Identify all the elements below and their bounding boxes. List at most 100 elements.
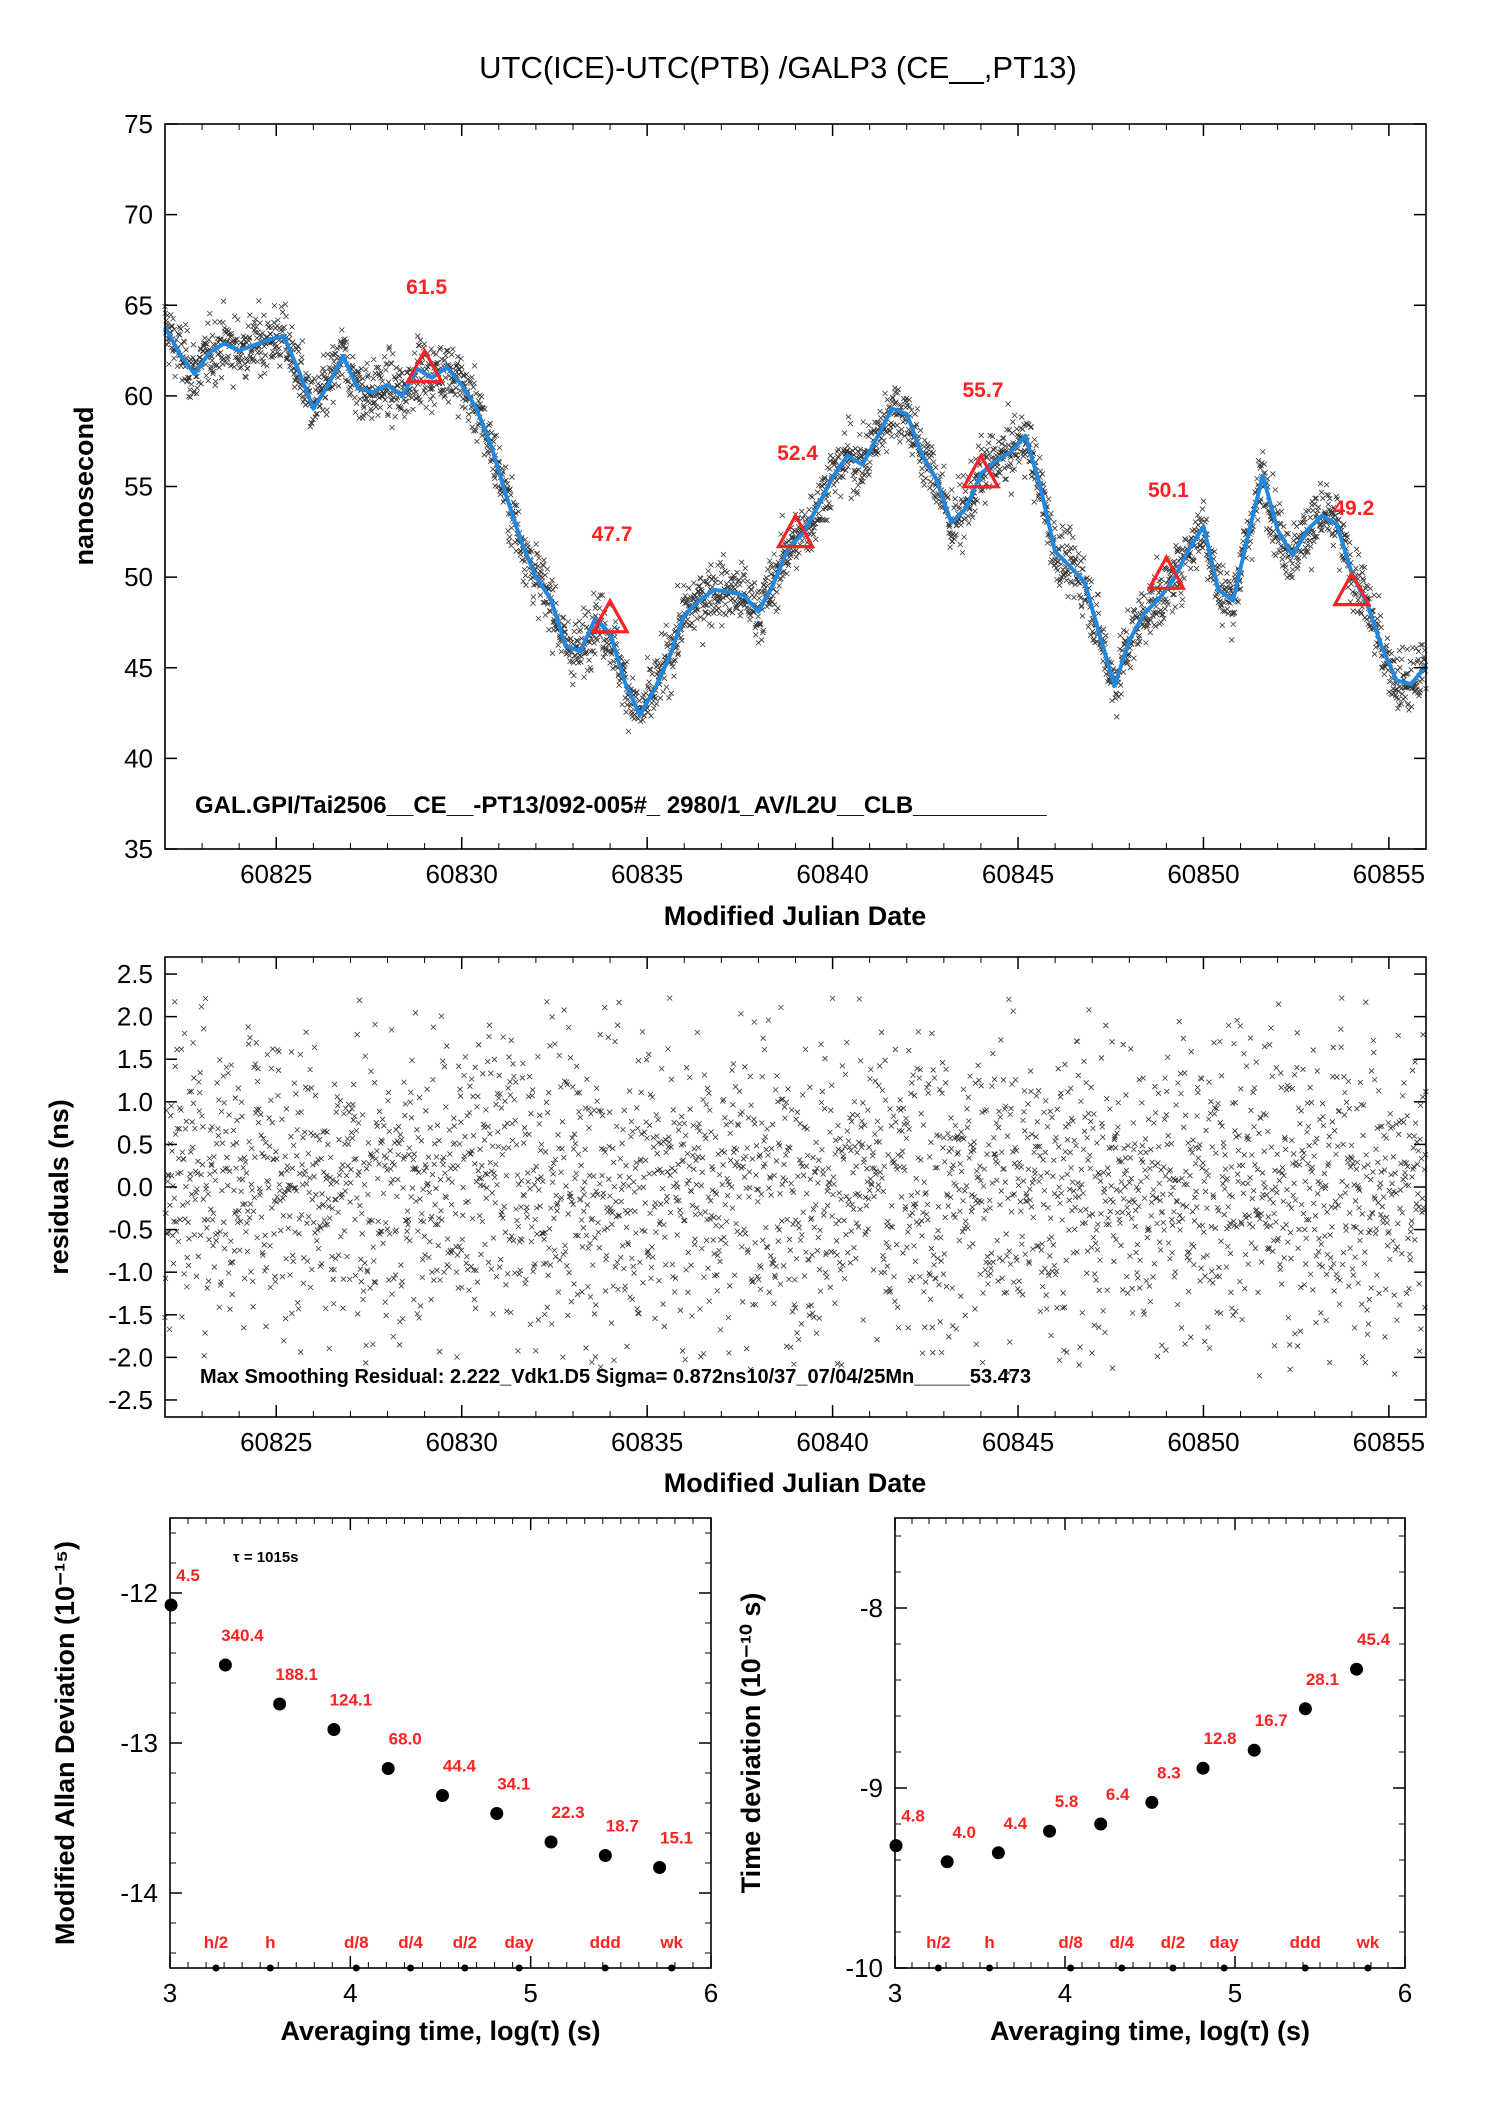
residual-point	[231, 1187, 237, 1194]
residual-point	[521, 1125, 528, 1131]
residual-point	[706, 1298, 713, 1305]
residual-point	[309, 1266, 315, 1273]
raw-point	[428, 409, 435, 416]
raw-point	[899, 426, 905, 433]
residual-point	[289, 1252, 296, 1259]
raw-point	[389, 424, 395, 431]
raw-point	[529, 548, 535, 555]
residual-point	[204, 1216, 211, 1223]
raw-point	[315, 381, 321, 387]
residual-point	[663, 1149, 669, 1156]
raw-point	[779, 512, 786, 519]
residual-point	[280, 1212, 287, 1219]
raw-point	[493, 432, 500, 439]
residual-point	[352, 1216, 358, 1223]
residual-point	[555, 1289, 562, 1296]
residual-point	[434, 1267, 440, 1274]
residual-point	[528, 1238, 535, 1245]
residual-point	[811, 1314, 817, 1321]
residual-point	[311, 1044, 318, 1051]
residual-point	[424, 1086, 430, 1092]
residual-point	[503, 1172, 510, 1179]
raw-point	[1063, 551, 1069, 557]
residual-point	[223, 1064, 230, 1071]
raw-point	[761, 581, 767, 588]
raw-point	[982, 500, 988, 506]
raw-point	[393, 365, 400, 371]
residual-point	[610, 1159, 617, 1166]
raw-point	[751, 594, 757, 601]
residual-point	[502, 1098, 508, 1104]
raw-point	[1095, 610, 1102, 617]
residual-point	[239, 1176, 246, 1183]
residual-point	[767, 1253, 774, 1259]
raw-point	[254, 358, 261, 365]
residual-point	[407, 1089, 414, 1096]
residual-point	[229, 1291, 235, 1298]
raw-point	[259, 330, 266, 336]
raw-point	[1001, 465, 1008, 471]
residual-point	[248, 1268, 254, 1275]
residual-point	[818, 1099, 825, 1106]
raw-point	[522, 572, 529, 579]
residual-point	[787, 1344, 794, 1351]
residual-point	[344, 1253, 350, 1260]
raw-point	[1127, 664, 1134, 671]
residual-point	[485, 1259, 492, 1266]
raw-point	[756, 595, 763, 602]
raw-point	[560, 614, 567, 621]
raw-point	[1419, 676, 1425, 683]
residual-point	[650, 1254, 656, 1260]
residual-point	[849, 1111, 856, 1118]
raw-point	[547, 581, 554, 588]
raw-point	[1355, 551, 1362, 558]
residual-point	[876, 1139, 883, 1145]
residual-point	[811, 1224, 818, 1231]
residual-point	[174, 1046, 180, 1053]
raw-point	[275, 317, 281, 323]
residual-point	[724, 1175, 730, 1182]
residual-point	[336, 1172, 343, 1178]
residual-point	[563, 1183, 569, 1189]
residual-point	[666, 1134, 672, 1140]
residual-point	[302, 1168, 308, 1174]
raw-point	[364, 360, 370, 367]
raw-point	[1019, 426, 1026, 432]
residual-point	[825, 1184, 831, 1191]
residual-point	[363, 1165, 370, 1172]
raw-point	[209, 332, 216, 339]
residual-point	[556, 1257, 563, 1263]
residual-point	[703, 1237, 710, 1244]
residual-point	[665, 1046, 671, 1052]
residual-point	[581, 1191, 588, 1198]
raw-point	[508, 492, 514, 498]
residual-point	[199, 1161, 206, 1168]
residual-point	[234, 1117, 240, 1124]
raw-point	[269, 354, 276, 360]
raw-point	[421, 341, 428, 347]
raw-point	[171, 355, 177, 362]
raw-point	[592, 651, 598, 657]
residual-point	[714, 1287, 721, 1294]
residual-point	[546, 1245, 552, 1251]
residual-point	[873, 1139, 880, 1145]
residual-point	[531, 1181, 538, 1188]
residual-point	[744, 1145, 750, 1151]
raw-point	[689, 620, 695, 626]
residual-point	[361, 1181, 368, 1188]
raw-point	[582, 612, 588, 619]
residual-point	[253, 1110, 259, 1116]
residual-point	[757, 1152, 763, 1158]
residual-point	[349, 1135, 356, 1141]
residual-point	[348, 1129, 355, 1136]
raw-point	[1147, 629, 1154, 636]
raw-point	[291, 371, 297, 377]
residual-point	[203, 1182, 210, 1189]
residual-point	[328, 1266, 335, 1273]
residual-point	[698, 1245, 705, 1252]
residual-point	[247, 1201, 254, 1207]
residual-point	[373, 1120, 380, 1126]
residual-point	[780, 1263, 787, 1269]
residual-point	[359, 1230, 365, 1237]
residual-point	[379, 1116, 386, 1123]
